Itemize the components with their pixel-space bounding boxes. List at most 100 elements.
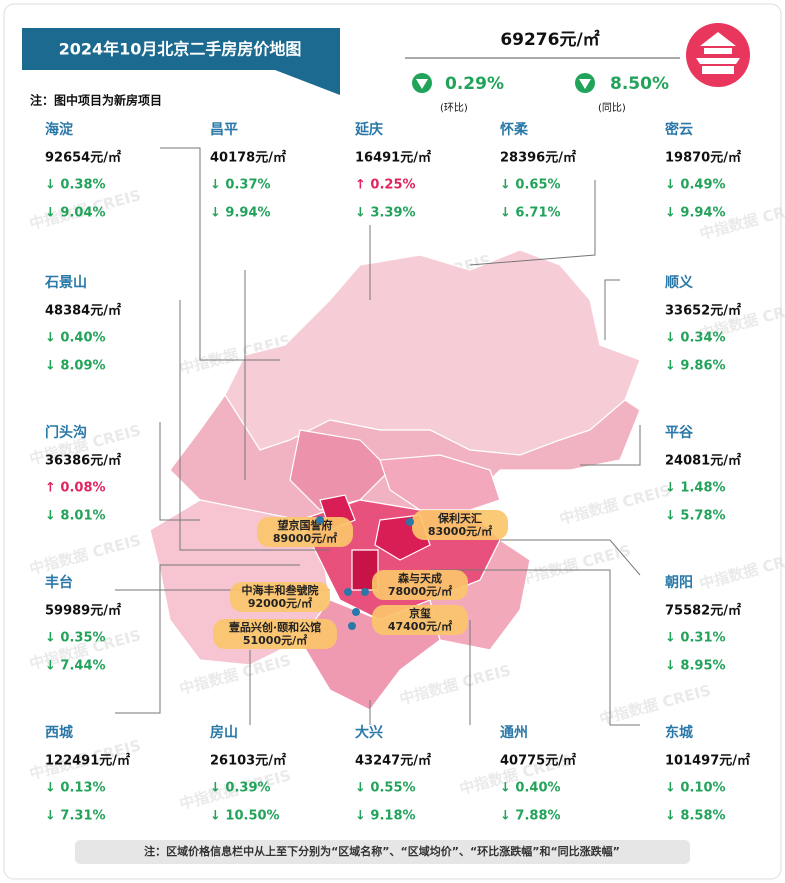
- district-yoy: ↓ 6.71%: [500, 206, 561, 221]
- district-yoy: ↓ 9.94%: [665, 206, 726, 221]
- project-name: 壹品兴创·颐和公馆: [229, 620, 321, 634]
- yoy: 8.50%: [610, 74, 669, 94]
- yoy-label: (同比): [598, 102, 626, 114]
- district-mom: ↓ 0.40%: [500, 781, 561, 796]
- down-arrow: [579, 79, 591, 89]
- district-yoy: ↓ 8.01%: [45, 509, 106, 524]
- district-name: 西城: [45, 724, 73, 741]
- district-mom: ↓ 0.31%: [665, 631, 726, 646]
- mom: 0.29%: [445, 74, 504, 94]
- district-mom: ↓ 1.48%: [665, 481, 726, 496]
- project-dot: [406, 518, 414, 526]
- district-yoy: ↓ 7.31%: [45, 809, 106, 824]
- district-name: 丰台: [45, 574, 73, 591]
- district-price: 92654元/㎡: [45, 150, 121, 166]
- district-price: 75582元/㎡: [665, 603, 741, 619]
- district-price: 24081元/㎡: [665, 453, 741, 469]
- project-dot: [361, 588, 369, 596]
- project-price: 47400元/㎡: [388, 619, 452, 633]
- project-name: 京玺: [409, 606, 431, 620]
- district-name: 昌平: [210, 122, 238, 138]
- district-mom: ↑ 0.08%: [45, 481, 106, 496]
- project-label-bg: [412, 510, 508, 540]
- title: 2024年10月北京二手房房价地图: [59, 40, 302, 59]
- title-banner: [22, 28, 340, 95]
- district-yoy: ↓ 9.86%: [665, 359, 726, 374]
- project-label-bg: [230, 582, 330, 612]
- district-price: 16491元/㎡: [355, 150, 431, 166]
- project-label-bg: [257, 517, 353, 547]
- district-price: 19870元/㎡: [665, 150, 741, 166]
- district-mom: ↓ 0.49%: [665, 178, 726, 193]
- project-dot: [352, 608, 360, 616]
- district-name: 石景山: [44, 275, 87, 291]
- district-yoy: ↓ 8.58%: [665, 809, 726, 824]
- project-label-bg: [372, 605, 468, 635]
- down-arrow: [416, 79, 428, 89]
- district-name: 怀柔: [500, 121, 529, 138]
- district-yoy: ↓ 7.88%: [500, 809, 561, 824]
- district-mom: ↓ 0.13%: [45, 781, 106, 796]
- district-name: 通州: [500, 725, 528, 741]
- footer-note: 注：区域价格信息栏中从上至下分别为“区域名称”、“区域均价”、“环比涨跌幅”和“…: [144, 844, 620, 858]
- district-name: 大兴: [355, 724, 383, 741]
- district-mom: ↓ 0.35%: [45, 631, 106, 646]
- district-mom: ↑ 0.25%: [355, 178, 416, 193]
- district-mom: ↓ 0.39%: [210, 781, 271, 796]
- district-name: 延庆: [354, 121, 383, 138]
- project-price: 92000元/㎡: [248, 596, 312, 610]
- district-price: 122491元/㎡: [45, 753, 130, 769]
- district-yoy: ↓ 5.78%: [665, 509, 726, 524]
- avg-price: 69276元/㎡: [500, 29, 599, 50]
- district-mom: ↓ 0.40%: [45, 331, 106, 346]
- project-dot: [348, 622, 356, 630]
- logo-temple: [696, 32, 740, 74]
- project-price: 83000元/㎡: [428, 524, 492, 538]
- note: 注：图中项目为新房项目: [30, 93, 162, 108]
- project-price: 89000元/㎡: [273, 531, 337, 545]
- district-yoy: ↓ 9.04%: [45, 206, 106, 221]
- district-name: 朝阳: [665, 574, 693, 591]
- district-price: 40775元/㎡: [500, 753, 576, 769]
- footer-box: [75, 840, 690, 864]
- district-price: 40178元/㎡: [210, 150, 286, 166]
- district-mom: ↓ 0.37%: [210, 178, 271, 193]
- district-price: 59989元/㎡: [45, 603, 121, 619]
- district-name: 东城: [665, 724, 693, 741]
- district-mom: ↓ 0.38%: [45, 178, 106, 193]
- district-price: 43247元/㎡: [355, 753, 431, 769]
- project-name: 望京国誉府: [278, 518, 333, 532]
- district-price: 33652元/㎡: [665, 303, 741, 319]
- district-name: 房山: [210, 724, 238, 741]
- project-dot: [344, 588, 352, 596]
- district-yoy: ↓ 7.44%: [45, 659, 106, 674]
- district-price: 26103元/㎡: [210, 753, 286, 769]
- project-name: 森与天成: [398, 571, 442, 585]
- district-yoy: ↓ 9.18%: [355, 809, 416, 824]
- district-yoy: ↓ 10.50%: [210, 809, 280, 824]
- district-name: 平谷: [665, 425, 694, 441]
- leader-lines: [115, 147, 641, 726]
- district-yoy: ↓ 8.09%: [45, 359, 106, 374]
- district-name: 海淀: [45, 121, 74, 138]
- project-label-bg: [213, 619, 337, 649]
- district-mom: ↓ 0.10%: [665, 781, 726, 796]
- district-price: 28396元/㎡: [500, 150, 576, 166]
- district-price: 101497元/㎡: [665, 753, 750, 769]
- district-mom: ↓ 0.55%: [355, 781, 416, 796]
- district-name: 顺义: [665, 274, 693, 291]
- district-name: 门头沟: [45, 424, 87, 441]
- mom-label: (环比): [440, 102, 468, 114]
- project-label-bg: [372, 570, 468, 600]
- district-yoy: ↓ 3.39%: [355, 206, 416, 221]
- project-name: 中海丰和叁號院: [242, 583, 319, 597]
- district-price: 48384元/㎡: [45, 303, 121, 319]
- district-mom: ↓ 0.65%: [500, 178, 561, 193]
- project-price: 78000元/㎡: [388, 584, 452, 598]
- district-mom: ↓ 0.34%: [665, 331, 726, 346]
- district-yoy: ↓ 9.94%: [210, 206, 271, 221]
- district-yoy: ↓ 8.95%: [665, 659, 726, 674]
- project-price: 51000元/㎡: [243, 633, 307, 647]
- district-price: 36386元/㎡: [45, 453, 121, 469]
